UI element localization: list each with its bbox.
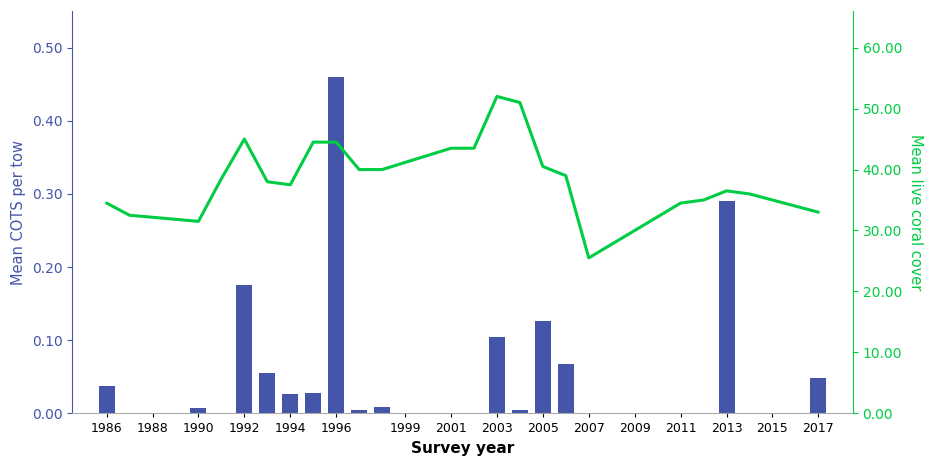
Y-axis label: Mean live coral cover: Mean live coral cover: [908, 134, 923, 290]
Bar: [558, 364, 573, 413]
Bar: [282, 394, 298, 413]
Bar: [488, 337, 505, 413]
Bar: [535, 321, 551, 413]
Bar: [328, 77, 345, 413]
Bar: [99, 386, 115, 413]
Y-axis label: Mean COTS per tow: Mean COTS per tow: [11, 140, 26, 285]
Bar: [236, 285, 252, 413]
Bar: [191, 408, 206, 413]
X-axis label: Survey year: Survey year: [411, 441, 514, 456]
Bar: [375, 407, 390, 413]
Bar: [351, 410, 367, 413]
Bar: [260, 373, 276, 413]
Bar: [305, 393, 321, 413]
Bar: [811, 378, 827, 413]
Bar: [512, 410, 528, 413]
Bar: [718, 201, 734, 413]
